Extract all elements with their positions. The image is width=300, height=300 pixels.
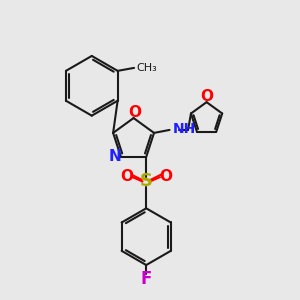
Text: F: F xyxy=(140,270,152,288)
Text: O: O xyxy=(201,89,214,104)
Text: O: O xyxy=(120,169,133,184)
Text: CH₃: CH₃ xyxy=(136,63,157,73)
Text: O: O xyxy=(129,106,142,121)
Text: N: N xyxy=(109,149,121,164)
Text: O: O xyxy=(159,169,172,184)
Text: S: S xyxy=(140,172,153,190)
Text: NH: NH xyxy=(173,122,196,136)
